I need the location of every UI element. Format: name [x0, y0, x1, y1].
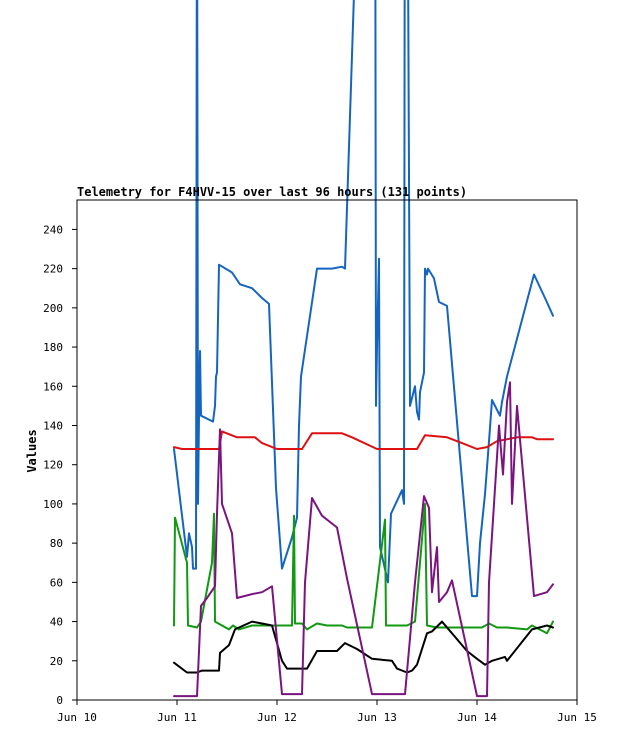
y-tick-label: 180 — [43, 341, 63, 354]
plot-frame — [76, 199, 578, 701]
y-tick-label: 220 — [43, 263, 63, 276]
y-tick-label: 120 — [43, 459, 63, 472]
series-line-4 — [173, 620, 554, 674]
y-tick-label: 40 — [50, 616, 63, 629]
x-tick-label: Jun 15 — [557, 711, 597, 724]
y-tick-label: 60 — [50, 576, 63, 589]
chart-title: Telemetry for F4HVV-15 over last 96 hour… — [77, 185, 467, 199]
y-tick-label: 160 — [43, 380, 63, 393]
series-line-3 — [173, 502, 554, 635]
x-tick-label: Jun 11 — [157, 711, 197, 724]
y-tick-label: 100 — [43, 498, 63, 511]
series-line-1 — [173, 0, 554, 598]
series-line-2 — [173, 430, 554, 450]
x-tick-label: Jun 13 — [357, 711, 397, 724]
series-layer — [173, 0, 554, 698]
x-tick-label: Jun 10 — [57, 711, 97, 724]
y-tick-label: 140 — [43, 419, 63, 432]
y-tick-label: 200 — [43, 302, 63, 315]
axis-layer: 0 20 40 60 80 100 120 140 160 180 200 220 240 Jun 10 J… — [43, 223, 597, 724]
y-tick-label: 20 — [50, 655, 63, 668]
y-axis-label: Values — [25, 429, 39, 472]
x-tick-label: Jun 12 — [257, 711, 297, 724]
y-tick-label: 0 — [56, 694, 63, 707]
y-tick-label: 240 — [43, 223, 63, 236]
x-tick-label: Jun 14 — [457, 711, 497, 724]
series-line-5 — [173, 381, 554, 698]
y-tick-label: 80 — [50, 537, 63, 550]
